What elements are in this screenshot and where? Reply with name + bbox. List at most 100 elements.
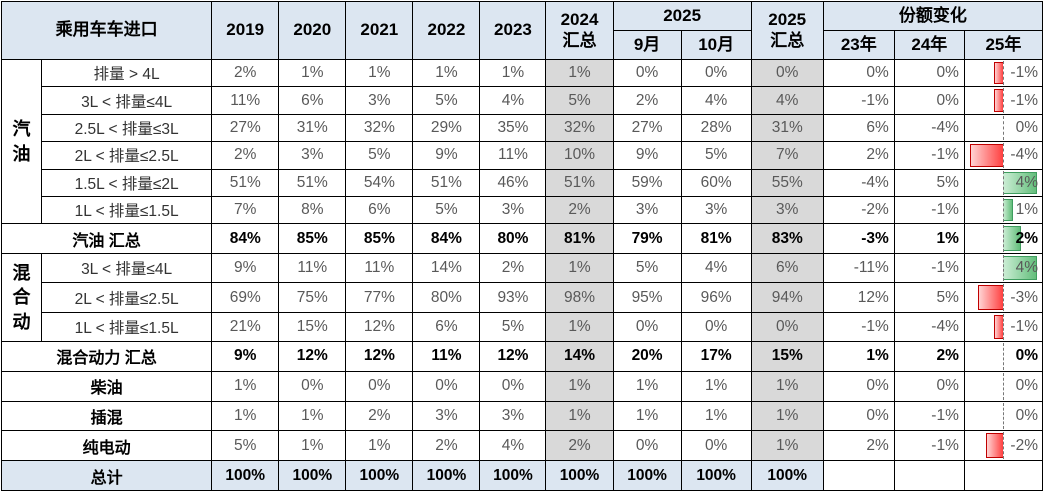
cell-value: 94% — [750, 282, 824, 313]
cell-value: 0% — [822, 400, 895, 432]
share-change-25-cell: 0% — [963, 341, 1044, 372]
cell-value: 1% — [211, 400, 280, 432]
cell-value: 1% — [545, 370, 614, 402]
cell-value: -4% — [822, 168, 895, 197]
cell-value: 5% — [893, 282, 965, 313]
cell-value: 2% — [822, 141, 895, 170]
cell-value: 75% — [278, 282, 347, 313]
share-change-25-cell: -3% — [963, 282, 1044, 313]
cell-value: 100% — [211, 460, 280, 491]
table-row: 汽油排量 > 4L 2% 1% 1% 1% 1% 1% 0% 0% 0% 0% 0% -1% — [0, 58, 1044, 225]
cell-value: 11% — [278, 253, 347, 284]
cell-value: 5% — [893, 168, 965, 197]
cell-value: 5% — [545, 86, 614, 115]
cell-value: -1% — [893, 141, 965, 170]
bar-axis — [1003, 143, 1005, 168]
cell-value: 1% — [278, 58, 347, 88]
cell-value: 1% — [545, 400, 614, 432]
cell-value: -1% — [893, 253, 965, 284]
cell-value: 6% — [750, 253, 824, 284]
cell-value: 0% — [750, 58, 824, 88]
cell-value: 2% — [479, 253, 547, 284]
cell-value: 32% — [545, 113, 614, 143]
cell-value: 77% — [345, 282, 414, 313]
cell-value: 69% — [211, 282, 280, 313]
cell-value: 0% — [822, 58, 895, 88]
row-label: 总计 — [0, 460, 213, 491]
cell-value: -1% — [893, 430, 965, 462]
cell-value: 1% — [750, 400, 824, 432]
cell-value: 1% — [412, 58, 481, 88]
row-label: 2.5L < 排量≤3L — [41, 113, 213, 143]
fuel-group-label: 混合动 — [0, 253, 43, 343]
data-bar — [1003, 226, 1021, 252]
data-bar — [970, 144, 1004, 167]
share-change-25-cell: 0% — [963, 113, 1044, 143]
cell-value: 29% — [412, 113, 481, 143]
cell-value: 100% — [612, 460, 682, 491]
table-row: 1L < 排量≤1.5L 21% 15% 12% 6% 5% 1% 0% 0% 0% -1% -4% -… — [2, 311, 1044, 343]
table-row: 插混 1% 1% 2% 3% 3% 1% 1% 1% 1% 0% -1% 0% — [0, 400, 1044, 432]
cell-value: -1% — [1010, 64, 1038, 82]
table-row: 柴油 1% 0% 0% 0% 0% 1% 1% 1% 1% 0% 0% 0% — [0, 370, 1044, 402]
cell-value: 1% — [750, 370, 824, 402]
bar-axis — [1003, 402, 1005, 430]
share-change-25-cell: -1% — [963, 58, 1044, 88]
cell-value: 1% — [750, 430, 824, 462]
cell-value: -1% — [822, 311, 895, 343]
cell-value: 0% — [1015, 377, 1038, 395]
header-2025-group: 2025 — [612, 1, 752, 31]
cell-value: -1% — [893, 400, 965, 432]
share-change-25-cell: 0% — [963, 370, 1044, 402]
cell-value: 0% — [822, 370, 895, 402]
cell-value: 11% — [345, 253, 414, 284]
cell-value: 2% — [211, 58, 280, 88]
cell-value: 27% — [612, 113, 682, 143]
cell-value: 11% — [479, 141, 547, 170]
cell-value: 1% — [479, 58, 547, 88]
cell-value: 5% — [412, 195, 481, 225]
cell-value: 0% — [1015, 347, 1038, 365]
table-row: 1L < 排量≤1.5L 7% 8% 6% 5% 3% 2% 3% 3% 3% -2% -1% 1% — [2, 195, 1044, 225]
cell-value: 5% — [479, 311, 547, 343]
bar-axis — [1003, 61, 1005, 86]
cell-value: 0% — [680, 430, 752, 462]
row-label: 2L < 排量≤2.5L — [41, 141, 213, 170]
bar-axis — [1003, 372, 1005, 400]
cell-value: 0% — [1015, 118, 1038, 136]
data-bar — [978, 285, 1004, 310]
cell-value: -1% — [1010, 91, 1038, 109]
cell-value: 21% — [211, 311, 280, 343]
table-row: 2L < 排量≤2.5L 2% 3% 5% 9% 11% 10% 9% 5% 7% 2% -1% -4% — [2, 141, 1044, 170]
cell-value: 51% — [545, 168, 614, 197]
cell-value: 1% — [680, 370, 752, 402]
cell-value: 100% — [345, 460, 414, 491]
share-change-25-cell: 1% — [963, 195, 1044, 225]
bar-axis — [1003, 343, 1005, 370]
cell-value: 12% — [278, 341, 347, 372]
cell-value: 1% — [278, 430, 347, 462]
cell-value: 12% — [479, 341, 547, 372]
cell-value: 100% — [545, 460, 614, 491]
cell-value: 60% — [680, 168, 752, 197]
table-row: 2L < 排量≤2.5L 69% 75% 77% 80% 93% 98% 95% 96% 94% 1… — [2, 282, 1044, 313]
cell-value: 1% — [545, 58, 614, 88]
cell-value: 80% — [412, 282, 481, 313]
cell-value: 1% — [612, 400, 682, 432]
data-bar — [994, 314, 1004, 340]
bar-axis — [1003, 88, 1005, 113]
cell-value: 100% — [278, 460, 347, 491]
cell-value: 2% — [612, 86, 682, 115]
header-share-25: 25年 — [963, 30, 1044, 60]
cell-value: 2% — [545, 430, 614, 462]
cell-value: 11% — [211, 86, 280, 115]
table-row: 汽油 汇总 84% 85% 85% 84% 80% 81% 79% 81% 83% -3% 1% 2% — [0, 223, 1044, 255]
cell-value: -1% — [1010, 317, 1038, 335]
cell-value — [822, 460, 895, 491]
cell-value: 85% — [345, 223, 414, 255]
cell-value: 4% — [680, 86, 752, 115]
share-change-25-cell: 4% — [963, 168, 1044, 197]
cell-value: 0% — [612, 58, 682, 88]
cell-value: 2% — [345, 400, 414, 432]
